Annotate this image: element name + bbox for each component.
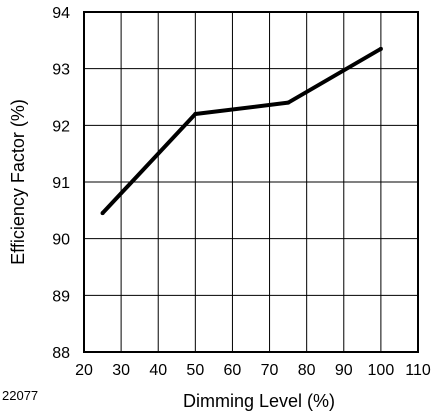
y-tick-label: 90 (52, 232, 70, 249)
data-point (378, 46, 383, 51)
x-tick-label: 100 (368, 362, 395, 379)
x-tick-label: 90 (335, 362, 353, 379)
y-tick-label: 93 (52, 62, 70, 79)
y-tick-label: 92 (52, 118, 70, 135)
x-tick-label: 80 (298, 362, 316, 379)
series-layer (100, 46, 383, 216)
data-point (193, 112, 198, 116)
x-tick-label: 50 (186, 362, 204, 379)
x-tick-label: 70 (261, 362, 279, 379)
y-axis-title: Efficiency Factor (%) (8, 99, 28, 265)
x-tick-label: 110 (405, 362, 431, 379)
plot-frame (83, 11, 419, 353)
x-axis-title: Dimming Level (%) (183, 391, 335, 411)
tick-label-layer: 20 30 40 50 60 70 80 90 100 110 88 89 90 91 92 93 94 (52, 5, 431, 379)
x-tick-label: 30 (112, 362, 130, 379)
x-tick-label: 60 (224, 362, 242, 379)
figure-code: 22077 (2, 388, 38, 403)
x-tick-label: 20 (75, 362, 93, 379)
y-tick-label: 91 (52, 175, 70, 192)
data-point (100, 211, 105, 216)
y-tick-label: 94 (52, 5, 70, 22)
series-line (101, 47, 382, 215)
y-tick-label: 89 (52, 288, 70, 305)
x-tick-label: 40 (149, 362, 167, 379)
data-point (286, 100, 291, 105)
grid-layer (84, 12, 418, 352)
y-tick-label: 88 (52, 345, 70, 362)
